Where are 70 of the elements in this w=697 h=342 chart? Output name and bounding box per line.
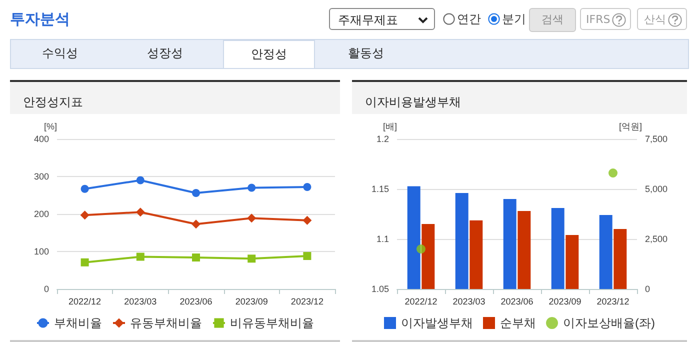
- text: 분기: [502, 11, 526, 28]
- x-tick-label: 2023/09: [235, 296, 268, 306]
- y-tick-label: 1.15: [371, 184, 389, 194]
- point: [136, 176, 144, 184]
- point: [303, 183, 312, 191]
- point: [80, 258, 89, 266]
- bar: [407, 186, 420, 289]
- y-tick-label: 400: [34, 134, 49, 144]
- point: [136, 252, 144, 261]
- x-tick-label: 2022/12: [68, 296, 102, 306]
- bar: [470, 220, 483, 289]
- chart-title: 이자비용발생부채: [365, 95, 461, 109]
- text: 산식: [644, 13, 666, 26]
- chart-title: 안정성지표: [23, 95, 83, 109]
- x-tick-label: 2023/12: [596, 296, 630, 306]
- x-tick-label: 2022/12: [404, 296, 438, 306]
- y-tick-label: 1.05: [371, 284, 389, 294]
- bar: [599, 215, 612, 289]
- text: IFRS: [586, 13, 610, 26]
- y2-tick-label: 0: [645, 284, 650, 294]
- y-axis-title: [배]: [382, 122, 397, 132]
- bar: [551, 208, 564, 289]
- y2-axis-title: [억원]: [619, 122, 642, 132]
- y-tick-label: 300: [34, 172, 49, 182]
- bar: [614, 229, 627, 289]
- y2-tick-label: 2,500: [645, 234, 668, 244]
- point: [247, 214, 256, 223]
- x-tick-label: 2023/12: [290, 296, 324, 306]
- bar: [566, 235, 579, 289]
- text: 투자분석: [10, 10, 70, 29]
- legend-label: 이자보상배율(좌): [563, 316, 656, 330]
- x-tick-label: 2023/06: [500, 296, 534, 306]
- bar: [503, 199, 516, 289]
- x-tick-label: 2023/06: [180, 296, 212, 306]
- point: [192, 189, 200, 197]
- point: [302, 216, 312, 225]
- text: 성장성: [146, 45, 184, 62]
- y-tick-label: 200: [34, 209, 49, 219]
- bar: [518, 211, 531, 289]
- y2-tick-label: 7,500: [645, 134, 668, 144]
- point: [192, 254, 200, 262]
- text: 수익성: [41, 45, 79, 62]
- legend-label: 부채비율: [54, 316, 102, 330]
- x-tick-label: 2023/03: [452, 296, 486, 306]
- y-tick-label: 1.1: [376, 234, 389, 244]
- point: [136, 208, 145, 217]
- text: 안정성: [223, 40, 315, 68]
- text: 활동성: [347, 45, 385, 62]
- legend-label: 순부채: [500, 316, 536, 330]
- text: 검색: [529, 8, 576, 32]
- y-axis-title: [%]: [44, 122, 57, 132]
- x-tick-label: 2023/03: [124, 296, 157, 306]
- y-tick-label: 0: [44, 284, 49, 294]
- point: [248, 254, 256, 263]
- point: [192, 220, 200, 229]
- point: [80, 184, 89, 193]
- legend-label: 비유동부채비율: [230, 316, 314, 330]
- text: 연간: [457, 11, 481, 28]
- point: [303, 252, 312, 260]
- point: [248, 184, 256, 192]
- y2-tick-label: 5,000: [645, 184, 668, 194]
- text: 주재무제표: [338, 13, 398, 27]
- point: [80, 210, 90, 220]
- x-tick-label: 2023/09: [548, 296, 582, 306]
- bar: [455, 193, 468, 289]
- y-tick-label: 1.2: [376, 134, 389, 144]
- legend-label: 유동부채비율: [130, 316, 202, 330]
- legend-label: 이자발생부채: [401, 316, 474, 330]
- y-tick-label: 100: [34, 246, 49, 256]
- bar: [422, 224, 435, 289]
